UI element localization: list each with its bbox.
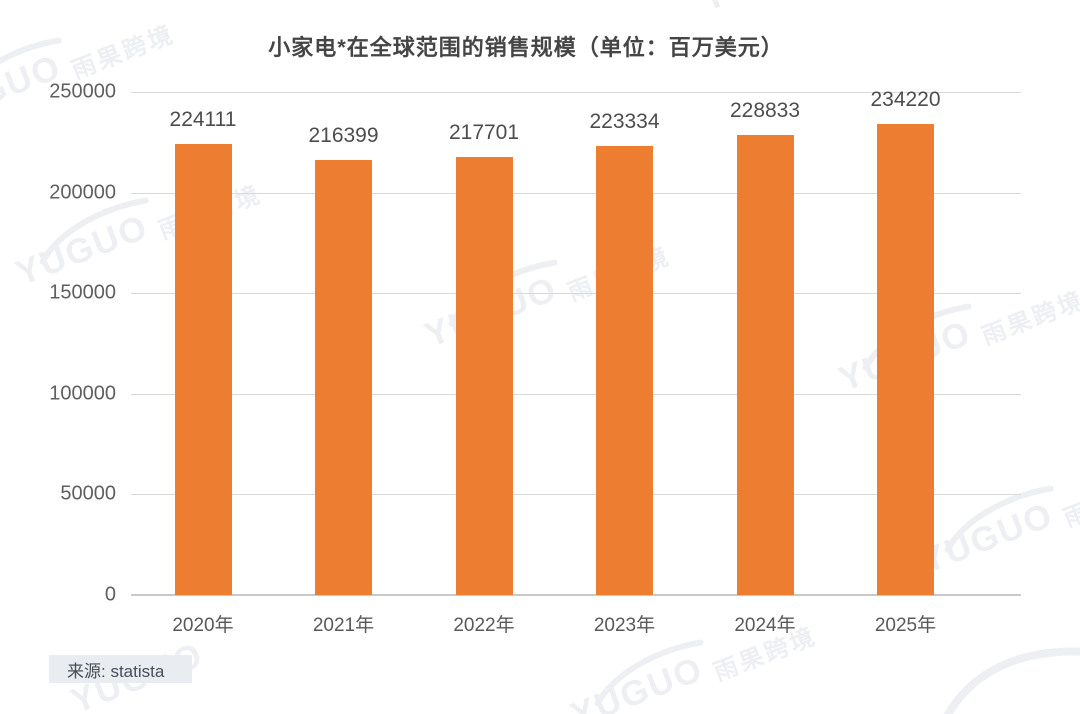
watermark-swoosh-icon (944, 485, 1054, 553)
gridline-150000 (131, 293, 1021, 295)
gridline-250000 (131, 92, 1021, 93)
bar-2021年 (315, 159, 372, 595)
value-label-2023年: 223334 (589, 109, 660, 133)
value-label-2020年: 224111 (169, 108, 237, 132)
x-tick-label-2025年: 2025年 (874, 615, 937, 636)
source-box: 来源: statista (49, 655, 192, 683)
x-tick-label-2024年: 2024年 (734, 615, 796, 636)
x-axis-line (131, 594, 1021, 596)
value-label-2025年: 234220 (870, 87, 941, 111)
watermark-0: YUGUO 雨果跨境 (0, 5, 179, 134)
bar-2023年 (596, 145, 653, 595)
bar-2025年 (877, 123, 934, 595)
y-tick-label-150000: 150000 (49, 281, 116, 304)
gridline-100000 (131, 393, 1021, 395)
x-tick-label-2021年: 2021年 (312, 615, 375, 636)
y-tick-label-100000: 100000 (49, 382, 116, 405)
gridline-50000 (131, 494, 1021, 496)
bar-2024年 (736, 134, 794, 595)
value-label-2024年: 228833 (729, 98, 801, 122)
gridline-200000 (131, 192, 1021, 194)
source-label: 来源: statista (67, 661, 165, 681)
y-tick-label-0: 0 (104, 583, 116, 606)
chart-title: 小家电*在全球范围的销售规模（单位：百万美元） (268, 35, 784, 60)
bar-2022年 (455, 156, 513, 595)
value-label-2022年: 217701 (448, 121, 520, 144)
x-tick-label-2020年: 2020年 (172, 615, 234, 636)
y-tick-label-200000: 200000 (49, 181, 116, 204)
watermark-corner-swoosh-icon (942, 640, 1080, 714)
watermark-swoosh-icon (0, 37, 62, 105)
value-label-2021年: 216399 (308, 123, 379, 147)
watermark-swoosh-icon (594, 639, 704, 707)
y-tick-label-250000: 250000 (49, 80, 116, 103)
watermark-6: YUGUO 雨果跨境 (566, 607, 821, 714)
bar-2020年 (174, 144, 232, 595)
x-tick-label-2023年: 2023年 (593, 615, 656, 636)
watermark-5: YUGUO 雨果跨境 (916, 453, 1080, 582)
y-tick-label-50000: 50000 (60, 482, 116, 505)
watermark-swoosh-icon (39, 197, 149, 265)
x-tick-label-2022年: 2022年 (453, 615, 515, 636)
